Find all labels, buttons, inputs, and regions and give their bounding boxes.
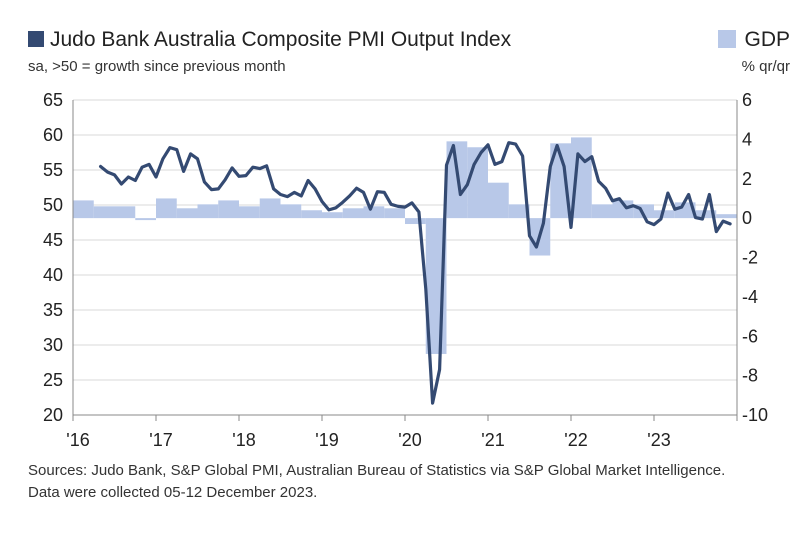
left-tick-label: 25 [43, 370, 63, 390]
right-tick-label: -8 [742, 366, 758, 386]
right-tick-label: 2 [742, 169, 752, 189]
gdp-bar [654, 210, 675, 219]
left-tick-label: 40 [43, 265, 63, 285]
x-tick-label: '20 [398, 430, 421, 450]
right-tick-label: 0 [742, 208, 752, 228]
right-tick-label: -6 [742, 326, 758, 346]
gdp-bar [114, 206, 136, 219]
right-axis-unit: % qr/qr [741, 58, 790, 75]
left-tick-label: 35 [43, 300, 63, 320]
gdp-bar [239, 206, 260, 219]
gdp-bar [280, 204, 302, 219]
gdp-bar [73, 200, 94, 219]
right-tick-label: 6 [742, 90, 752, 110]
x-tick-label: '17 [149, 430, 172, 450]
left-tick-label: 45 [43, 230, 63, 250]
gdp-bar [259, 198, 281, 219]
gdp-bar [176, 208, 198, 219]
chart-title-text: Judo Bank Australia Composite PMI Output… [50, 28, 512, 51]
gdp-legend-label: GDP [744, 28, 790, 51]
gdp-legend: GDP [718, 28, 790, 52]
left-tick-label: 65 [43, 90, 63, 110]
gdp-bar [591, 204, 613, 219]
gdp-bar [384, 208, 405, 219]
gdp-bar [322, 212, 343, 219]
gdp-bar [156, 198, 177, 219]
pmi-legend-swatch [28, 31, 44, 47]
x-tick-label: '21 [481, 430, 504, 450]
gdp-bar [508, 204, 530, 219]
right-tick-label: 4 [742, 129, 752, 149]
x-tick-label: '23 [647, 430, 670, 450]
collection-date-text: Data were collected 05-12 December 2023. [28, 484, 318, 501]
left-tick-label: 55 [43, 160, 63, 180]
x-tick-label: '16 [66, 430, 89, 450]
gdp-bar [342, 208, 364, 219]
x-tick-label: '22 [564, 430, 587, 450]
gdp-bar [301, 210, 322, 219]
sources-note: Sources: Judo Bank, S&P Global PMI, Aust… [28, 460, 788, 504]
gdp-bar [488, 182, 509, 219]
left-tick-label: 50 [43, 195, 63, 215]
gdp-bar [405, 218, 426, 225]
sources-text: Sources: Judo Bank, S&P Global PMI, Aust… [28, 462, 726, 479]
gdp-bar [363, 206, 385, 219]
left-tick-label: 20 [43, 405, 63, 425]
left-tick-label: 60 [43, 125, 63, 145]
right-tick-label: -2 [742, 248, 758, 268]
gdp-bar [93, 206, 115, 219]
chart-title: Judo Bank Australia Composite PMI Output… [28, 28, 511, 52]
left-tick-label: 30 [43, 335, 63, 355]
gdp-bar [695, 210, 717, 219]
x-tick-label: '19 [315, 430, 338, 450]
gdp-legend-swatch [718, 30, 737, 48]
gdp-bar [135, 218, 156, 221]
pmi-line [98, 141, 732, 405]
right-tick-label: -4 [742, 287, 758, 307]
gdp-bar [612, 200, 634, 219]
right-tick-label: -10 [742, 405, 768, 425]
gdp-bar [218, 200, 239, 219]
x-tick-label: '18 [232, 430, 255, 450]
chart-subtitle: sa, >50 = growth since previous month [28, 58, 286, 75]
gdp-bar [197, 204, 219, 219]
gdp-bar [716, 214, 737, 219]
gdp-bar [550, 143, 571, 219]
